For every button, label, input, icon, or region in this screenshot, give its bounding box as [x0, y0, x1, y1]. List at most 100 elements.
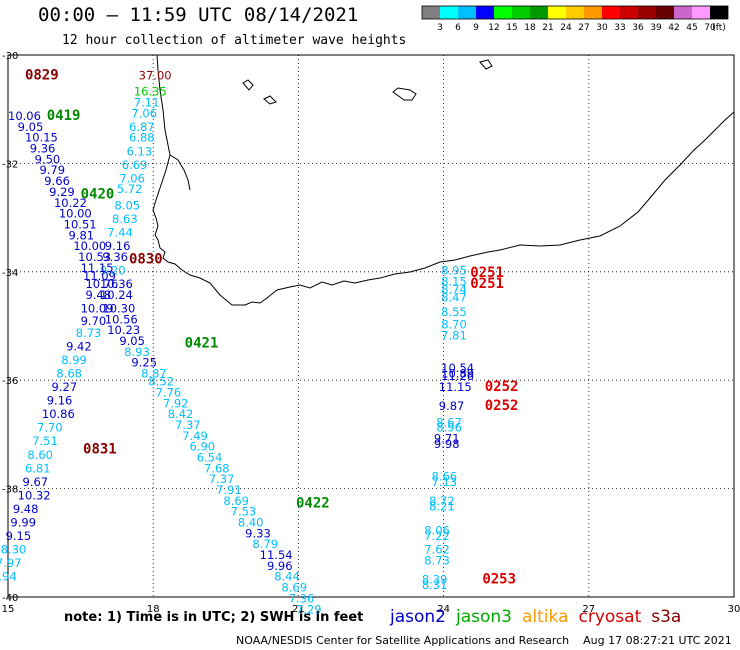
wave-height-value: 8.68 — [56, 366, 82, 380]
wave-height-value: 7.97 — [0, 556, 22, 570]
colorbar-label: (ft) — [712, 23, 726, 33]
wave-height-value: 7.91 — [216, 483, 242, 497]
wave-height-value: 9.50 — [35, 152, 61, 166]
altimeter-tracks: 37.0016.357.117.066.876.886.136.697.065.… — [0, 68, 474, 616]
lat-tick-label: -32 — [2, 159, 18, 170]
lat-tick-label: -30 — [2, 51, 18, 62]
wave-height-value: 9.98 — [434, 437, 460, 451]
wave-height-value: 9.16 — [47, 394, 73, 408]
wave-height-value: 8.05 — [114, 198, 140, 212]
coastline — [152, 54, 735, 306]
wave-height-value: 9.36 — [30, 142, 56, 156]
satellite-cryosat: cryosat — [578, 607, 642, 627]
colorbar-swatch — [584, 6, 602, 19]
wave-height-value: 9.99 — [10, 516, 36, 530]
colorbar-swatch — [440, 6, 458, 19]
colorbar-swatch — [710, 6, 728, 19]
wave-height-value: 6.90 — [190, 440, 216, 454]
wave-height-value: 7.37 — [175, 418, 201, 432]
wave-height-value: 7.62 — [424, 543, 450, 557]
wave-height-value: 8.21 — [429, 499, 455, 513]
wave-height-value: 11.15 — [439, 380, 472, 394]
wave-height-value: 9.05 — [18, 120, 44, 134]
satellite-s3a: s3a — [651, 607, 682, 627]
track-cryosat-0251: 8.958.158.748.478.558.707.81 — [441, 264, 467, 343]
wave-height-value: 8.66 — [432, 469, 458, 483]
colorbar-swatch — [566, 6, 584, 19]
lat-tick-label: -34 — [2, 268, 18, 279]
pass-time-label: 0420 — [81, 187, 115, 203]
colorbar-swatch — [692, 6, 710, 19]
wave-height-value: 9.66 — [44, 174, 70, 188]
lon-tick-label: 27 — [582, 604, 595, 615]
pass-time-label: 0251 — [470, 265, 504, 281]
colorbar-swatch — [638, 6, 656, 19]
wave-height-value: 8.63 — [112, 212, 138, 226]
pass-time-label: 0830 — [129, 252, 163, 268]
lat-tick-label: -40 — [2, 593, 18, 604]
lon-tick-labels: 15 18 21 24 27 30 — [2, 604, 740, 615]
wave-height-value: 9.33 — [245, 526, 271, 540]
colorbar-legend: 3 6 9 12 15 18 21 24 27 30 33 36 39 42 45 70(ft) — [421, 5, 729, 33]
colorbar-swatch — [602, 6, 620, 19]
satellite-jason3: jason3 — [456, 607, 512, 627]
colorbar-label: 27 — [578, 23, 589, 33]
wave-height-value: 7.11 — [134, 95, 160, 109]
wave-height-value: 9.79 — [39, 163, 65, 177]
lat-tick-label: -38 — [2, 485, 18, 496]
pass-time-label: 0252 — [485, 398, 519, 414]
wave-height-value: 10.89 — [441, 366, 474, 380]
wave-height-value: 10.54 — [441, 361, 474, 375]
wave-height-value: 8.93 — [124, 345, 150, 359]
colorbar-label: 39 — [650, 23, 662, 33]
wave-height-value: 8.79 — [252, 537, 278, 551]
pass-time-label: 0251 — [470, 276, 504, 292]
satellite-altika: altika — [522, 607, 569, 627]
colorbar-label: 33 — [614, 23, 625, 33]
colorbar-label: 70 — [704, 23, 716, 33]
wave-height-value: 8.69 — [281, 581, 307, 595]
wave-height-value: 8.72 — [429, 494, 455, 508]
wave-height-value: 7.92 — [163, 396, 189, 410]
wave-height-value: 9.15 — [6, 529, 32, 543]
border-north — [169, 154, 191, 191]
wave-height-value: 7.06 — [119, 171, 145, 185]
wave-height-value: 37.00 — [139, 68, 172, 82]
colorbar-label: 9 — [473, 23, 479, 33]
colorbar-swatch — [530, 6, 548, 19]
colorbar-swatch — [512, 6, 530, 19]
colorbar-label: 30 — [596, 23, 608, 33]
lon-tick-label: 18 — [147, 604, 160, 615]
wave-height-value: 9.05 — [119, 334, 145, 348]
pass-time-label: 0829 — [25, 67, 59, 83]
wave-height-value: 8.67 — [436, 415, 462, 429]
map-frame — [7, 54, 735, 598]
footer-note: note: 1) Time is in UTC; 2) SWH is in fe… — [64, 610, 364, 625]
wave-height-value: 10.53 — [78, 250, 111, 264]
colorbar-label: 36 — [632, 23, 644, 33]
wave-height-value: 6.54 — [197, 451, 223, 465]
colorbar-swatch — [548, 6, 566, 19]
lat-tick-labels: -30 -32 -34 -36 -38 -40 — [2, 51, 18, 604]
colorbar-border — [421, 5, 729, 20]
track-cryosat-0253: 8.667.13 8.728.21 8.067.227.628.73 8.398.31 — [422, 469, 457, 591]
wave-height-value: 9.48 — [85, 288, 111, 302]
colorbar-label: 12 — [488, 23, 499, 33]
colorbar-label: 24 — [560, 23, 572, 33]
colorbar-label: 18 — [524, 23, 536, 33]
wave-height-value: 9.67 — [23, 475, 49, 489]
colorbar-label: 6 — [455, 23, 461, 33]
wave-height-value: 10.23 — [107, 323, 140, 337]
wave-height-value: 10.56 — [105, 312, 138, 326]
wave-height-value: 9.20 — [100, 264, 126, 278]
wave-height-value: 9.96 — [267, 559, 293, 573]
wave-height-value: 8.87 — [141, 366, 167, 380]
colorbar-label: 45 — [686, 23, 697, 33]
wave-height-value: 6.13 — [127, 144, 153, 158]
wave-height-value: 8.95 — [441, 264, 467, 278]
wave-height-value: 9.87 — [439, 399, 465, 413]
wave-height-value: 8.44 — [274, 570, 300, 584]
wave-height-value: 9.16 — [105, 239, 131, 253]
wave-height-value: 7.13 — [432, 475, 458, 489]
